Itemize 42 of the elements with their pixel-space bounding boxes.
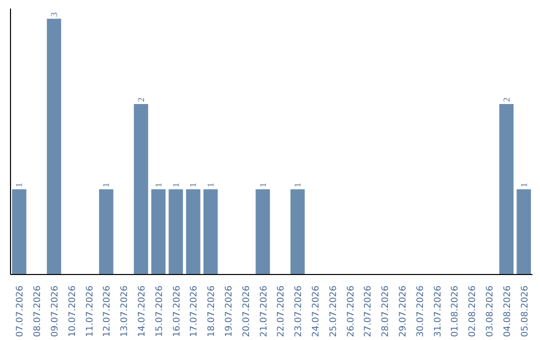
x-tick-label: 04.08.2026 <box>502 285 513 338</box>
data-label: 2 <box>136 97 146 102</box>
x-tick-label: 29.07.2026 <box>398 285 408 338</box>
x-tick-label: 17.07.2026 <box>190 285 200 338</box>
x-tick-label: 23.07.2026 <box>294 285 304 338</box>
x-tick-label: 14.07.2026 <box>138 285 148 338</box>
data-label: 1 <box>101 182 112 188</box>
x-tick-label: 26.07.2026 <box>346 285 356 338</box>
data-label: 1 <box>292 182 303 188</box>
x-tick-label: 12.07.2026 <box>102 285 113 338</box>
x-tick-label: 13.07.2026 <box>120 285 130 338</box>
x-tick-label: 08.07.2026 <box>33 285 44 338</box>
x-tick-label: 24.07.2026 <box>312 285 322 338</box>
data-label: 2 <box>501 97 512 102</box>
x-tick-label: 15.07.2026 <box>154 285 165 338</box>
x-tick-label: 18.07.2026 <box>207 285 218 338</box>
x-tick-label: 02.08.2026 <box>468 285 478 338</box>
x-tick-label: 19.07.2026 <box>224 285 234 338</box>
data-label: 1 <box>188 182 198 188</box>
x-tick-label: 09.07.2026 <box>50 285 60 338</box>
data-label: 1 <box>170 182 181 188</box>
x-tick-label: 11.07.2026 <box>85 285 96 338</box>
x-tick-label: 25.07.2026 <box>328 285 339 338</box>
x-tick-label: 07.07.2026 <box>16 285 26 338</box>
x-tick-label: 21.07.2026 <box>259 285 270 338</box>
x-tick-label: 05.08.2026 <box>520 285 530 338</box>
data-label: 1 <box>258 182 268 188</box>
data-label: 1 <box>14 182 24 188</box>
x-tick-label: 10.07.2026 <box>68 285 78 338</box>
data-label: 3 <box>49 12 59 17</box>
x-tick-label: 01.08.2026 <box>450 285 461 338</box>
x-tick-label: 22.07.2026 <box>276 285 287 338</box>
x-tick-label: 03.08.2026 <box>486 285 496 338</box>
data-label: 1 <box>206 182 216 188</box>
x-tick-label: 28.07.2026 <box>381 285 392 338</box>
x-tick-label: 16.07.2026 <box>172 285 182 338</box>
x-tick-label: 31.07.2026 <box>433 285 444 338</box>
x-tick-label: 30.07.2026 <box>416 285 426 338</box>
data-label: 1 <box>153 182 164 188</box>
x-tick-label: 20.07.2026 <box>242 285 252 338</box>
x-tick-label: 27.07.2026 <box>364 285 374 338</box>
data-label: 1 <box>518 182 529 188</box>
